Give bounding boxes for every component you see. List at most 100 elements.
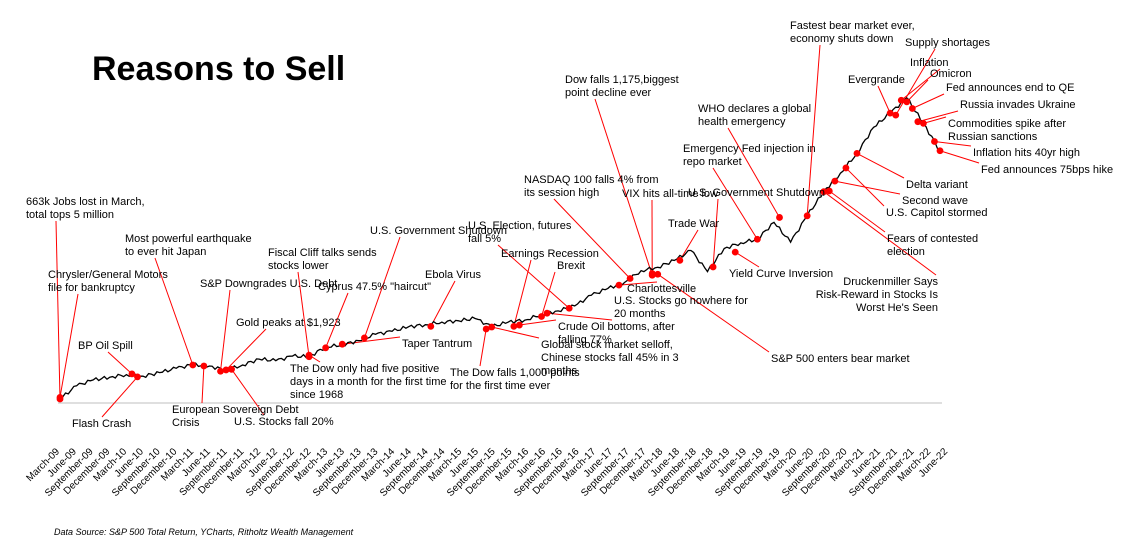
- event-labels: 663k Jobs lost in March, total tops 5 mil…: [26, 20, 1113, 430]
- event-leader-line: [712, 198, 719, 267]
- event-leader-line: [553, 198, 631, 279]
- event-leader-line: [845, 167, 885, 207]
- event-label: Emergency Fed injection in repo market: [683, 143, 816, 168]
- event-leader-line: [734, 251, 760, 268]
- event-marker: [648, 270, 656, 277]
- event-marker: [831, 177, 839, 185]
- event-leader-line: [325, 292, 349, 349]
- event-leader-line: [806, 44, 821, 216]
- event-leader-line: [546, 312, 613, 321]
- event-label: Flash Crash: [72, 418, 131, 430]
- event-leader-line: [906, 79, 929, 103]
- chart-title: Reasons to Sell: [92, 50, 345, 88]
- event-marker: [128, 370, 136, 378]
- event-label: Delta variant: [906, 179, 968, 191]
- event-marker: [515, 321, 523, 329]
- event-label: Gold peaks at $1,923: [236, 317, 341, 329]
- event-marker: [322, 344, 330, 352]
- event-label: Earnings Recession: [501, 248, 599, 260]
- event-label: Trade War: [668, 218, 719, 230]
- event-marker: [134, 373, 141, 381]
- event-label: Commodities spike after Russian sanctions: [948, 118, 1066, 143]
- event-leader-line: [727, 127, 780, 218]
- event-label: Cyprus 47.5% "haircut": [318, 281, 431, 293]
- event-leader-line: [541, 271, 556, 317]
- event-marker: [56, 393, 64, 401]
- event-marker: [200, 362, 208, 370]
- event-label: Second wave: [902, 195, 968, 207]
- event-marker: [853, 150, 861, 157]
- event-marker: [615, 281, 623, 289]
- event-leader-line: [934, 141, 972, 147]
- event-label: Russia invades Ukraine: [960, 99, 1076, 111]
- event-leader-line: [594, 98, 653, 276]
- event-label: VIX hits all-time low: [622, 188, 718, 200]
- event-label: Chrysler/General Motors file for bankrupt…: [48, 269, 168, 294]
- event-marker: [538, 313, 545, 320]
- event-marker: [565, 304, 573, 312]
- event-marker: [919, 119, 927, 127]
- event-label: Inflation: [910, 57, 949, 69]
- event-label: Most powerful earthquake to ever hit Japa…: [125, 233, 252, 258]
- event-marker: [543, 309, 551, 317]
- event-leader-line: [101, 376, 138, 418]
- event-label: Crude Oil bottoms, after falling 77%: [558, 321, 675, 346]
- event-leader-line: [856, 152, 905, 179]
- event-marker: [903, 98, 911, 106]
- event-label: The Dow only had five positive days in a …: [290, 363, 447, 401]
- event-leader-line: [829, 190, 886, 233]
- event-leader-line: [679, 229, 699, 261]
- event-marker: [776, 214, 783, 221]
- event-marker: [189, 361, 197, 369]
- event-label: European Sovereign Debt Crisis: [172, 404, 299, 429]
- event-marker: [914, 118, 922, 126]
- event-leader-line: [618, 281, 658, 286]
- event-leader-line: [877, 85, 891, 114]
- annotation-leader-lines: [55, 44, 980, 418]
- event-leader-line: [939, 150, 980, 164]
- event-marker: [510, 322, 518, 330]
- chart-source: Data Source: S&P 500 Total Return, YChar…: [54, 527, 354, 537]
- event-marker: [908, 105, 916, 112]
- event-label: Omicron: [930, 68, 972, 80]
- event-leader-line: [231, 369, 265, 416]
- event-marker: [731, 248, 739, 256]
- event-label: S&P 500 enters bear market: [771, 353, 910, 365]
- event-marker: [654, 270, 662, 278]
- event-label: 663k Jobs lost in March, total tops 5 mil…: [26, 196, 145, 221]
- event-marker: [753, 235, 761, 243]
- event-label: Fed announces end to QE: [946, 82, 1074, 94]
- event-marker: [305, 351, 313, 359]
- event-label: Druckenmiller Says Risk-Reward in Stocks …: [816, 276, 939, 314]
- event-leader-line: [225, 328, 267, 371]
- event-marker: [709, 263, 717, 271]
- event-marker: [427, 322, 435, 330]
- event-leader-line: [712, 167, 758, 240]
- event-leader-line: [59, 293, 79, 398]
- event-leader-line: [519, 319, 557, 326]
- event-label: BP Oil Spill: [78, 340, 133, 352]
- event-leader-line: [107, 351, 133, 375]
- event-leader-line: [513, 259, 532, 327]
- event-marker: [886, 109, 894, 117]
- event-marker: [338, 340, 346, 348]
- event-marker: [892, 111, 900, 119]
- event-label: Taper Tantrum: [402, 338, 472, 350]
- event-label: Fears of contested election: [887, 233, 978, 258]
- event-leader-line: [363, 236, 401, 339]
- event-label: Fastest bear market ever, economy shuts d…: [790, 20, 915, 45]
- event-label: Supply shortages: [905, 37, 990, 49]
- event-marker: [803, 212, 811, 220]
- event-label: Ebola Virus: [425, 269, 482, 281]
- event-label: U.S. Government Shutdown: [370, 225, 507, 237]
- event-marker: [820, 188, 828, 196]
- event-leader-line: [430, 280, 456, 327]
- event-marker: [676, 256, 684, 264]
- event-marker: [482, 325, 490, 333]
- event-label: U.S. Government Shutdown: [688, 187, 825, 199]
- event-marker: [931, 138, 938, 145]
- event-marker: [897, 96, 905, 104]
- event-marker: [488, 323, 496, 331]
- event-markers: [56, 96, 944, 403]
